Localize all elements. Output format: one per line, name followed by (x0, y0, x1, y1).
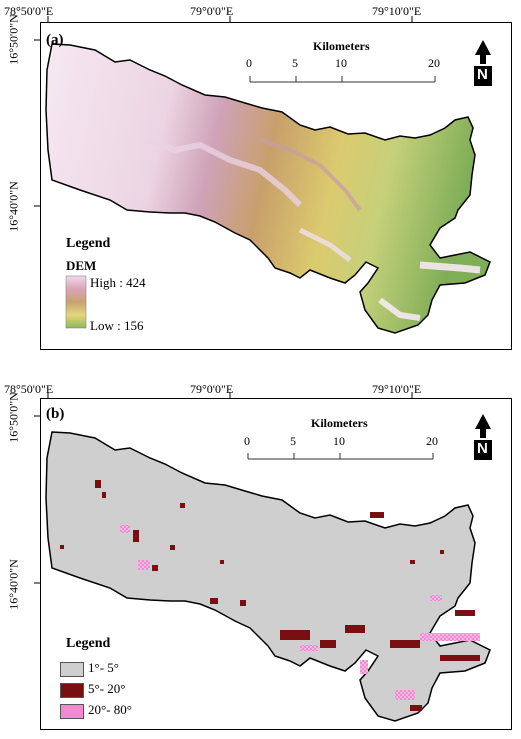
legend-low: Low : 156 (90, 318, 144, 333)
dem-color-ramp (65, 275, 87, 329)
coord-top-a-3: 79°10'0"E (372, 4, 422, 18)
north-label-b: N (477, 440, 488, 457)
scale-bar-b (247, 453, 434, 460)
scale-tick-b-0: 0 (244, 434, 250, 448)
panel-a-label: (a) (46, 32, 64, 48)
scale-title-b: Kilometers (311, 416, 368, 430)
dem-area-shape (45, 43, 491, 334)
scale-tick-a-10: 10 (335, 56, 347, 70)
panel-b-label: (b) (46, 406, 65, 422)
legend-sub-dem: DEM (66, 258, 97, 273)
slope-area-shape (45, 431, 491, 722)
scale-tick-a-5: 5 (292, 56, 298, 70)
coord-top-a-1: 78°50'0"E (4, 4, 54, 18)
coord-top-b-3: 79°10'0"E (372, 382, 422, 396)
scale-tick-b-5: 5 (290, 434, 296, 448)
scale-tick-b-10: 10 (333, 434, 345, 448)
coord-top-a-2: 79°0'0"E (190, 4, 234, 18)
scale-tick-a-20: 20 (428, 56, 440, 70)
coord-top-b-2: 79°0'0"E (190, 382, 234, 396)
legend-swatch-1-5 (60, 662, 84, 677)
scale-title-a: Kilometers (313, 39, 370, 53)
coord-top-b-1: 78°50'0"E (4, 382, 54, 396)
north-arrow-a-icon (474, 40, 492, 86)
legend-high: High : 424 (90, 275, 146, 290)
legend-label-1-5: 1°- 5° (88, 660, 119, 675)
legend-swatch-5-20 (60, 683, 84, 698)
legend-label-20-80: 20°- 80° (88, 702, 132, 717)
scale-bar-a (249, 76, 436, 83)
scale-tick-b-20: 20 (426, 434, 438, 448)
scale-tick-a-0: 0 (246, 56, 252, 70)
legend-label-5-20: 5°- 20° (88, 681, 126, 696)
north-label-a: N (477, 66, 488, 83)
slope-speckles (60, 480, 480, 711)
legend-swatch-20-80 (60, 704, 84, 719)
legend-title-b: Legend (66, 636, 111, 651)
legend-title-a: Legend (66, 236, 111, 251)
north-arrow-b-icon (474, 414, 492, 460)
